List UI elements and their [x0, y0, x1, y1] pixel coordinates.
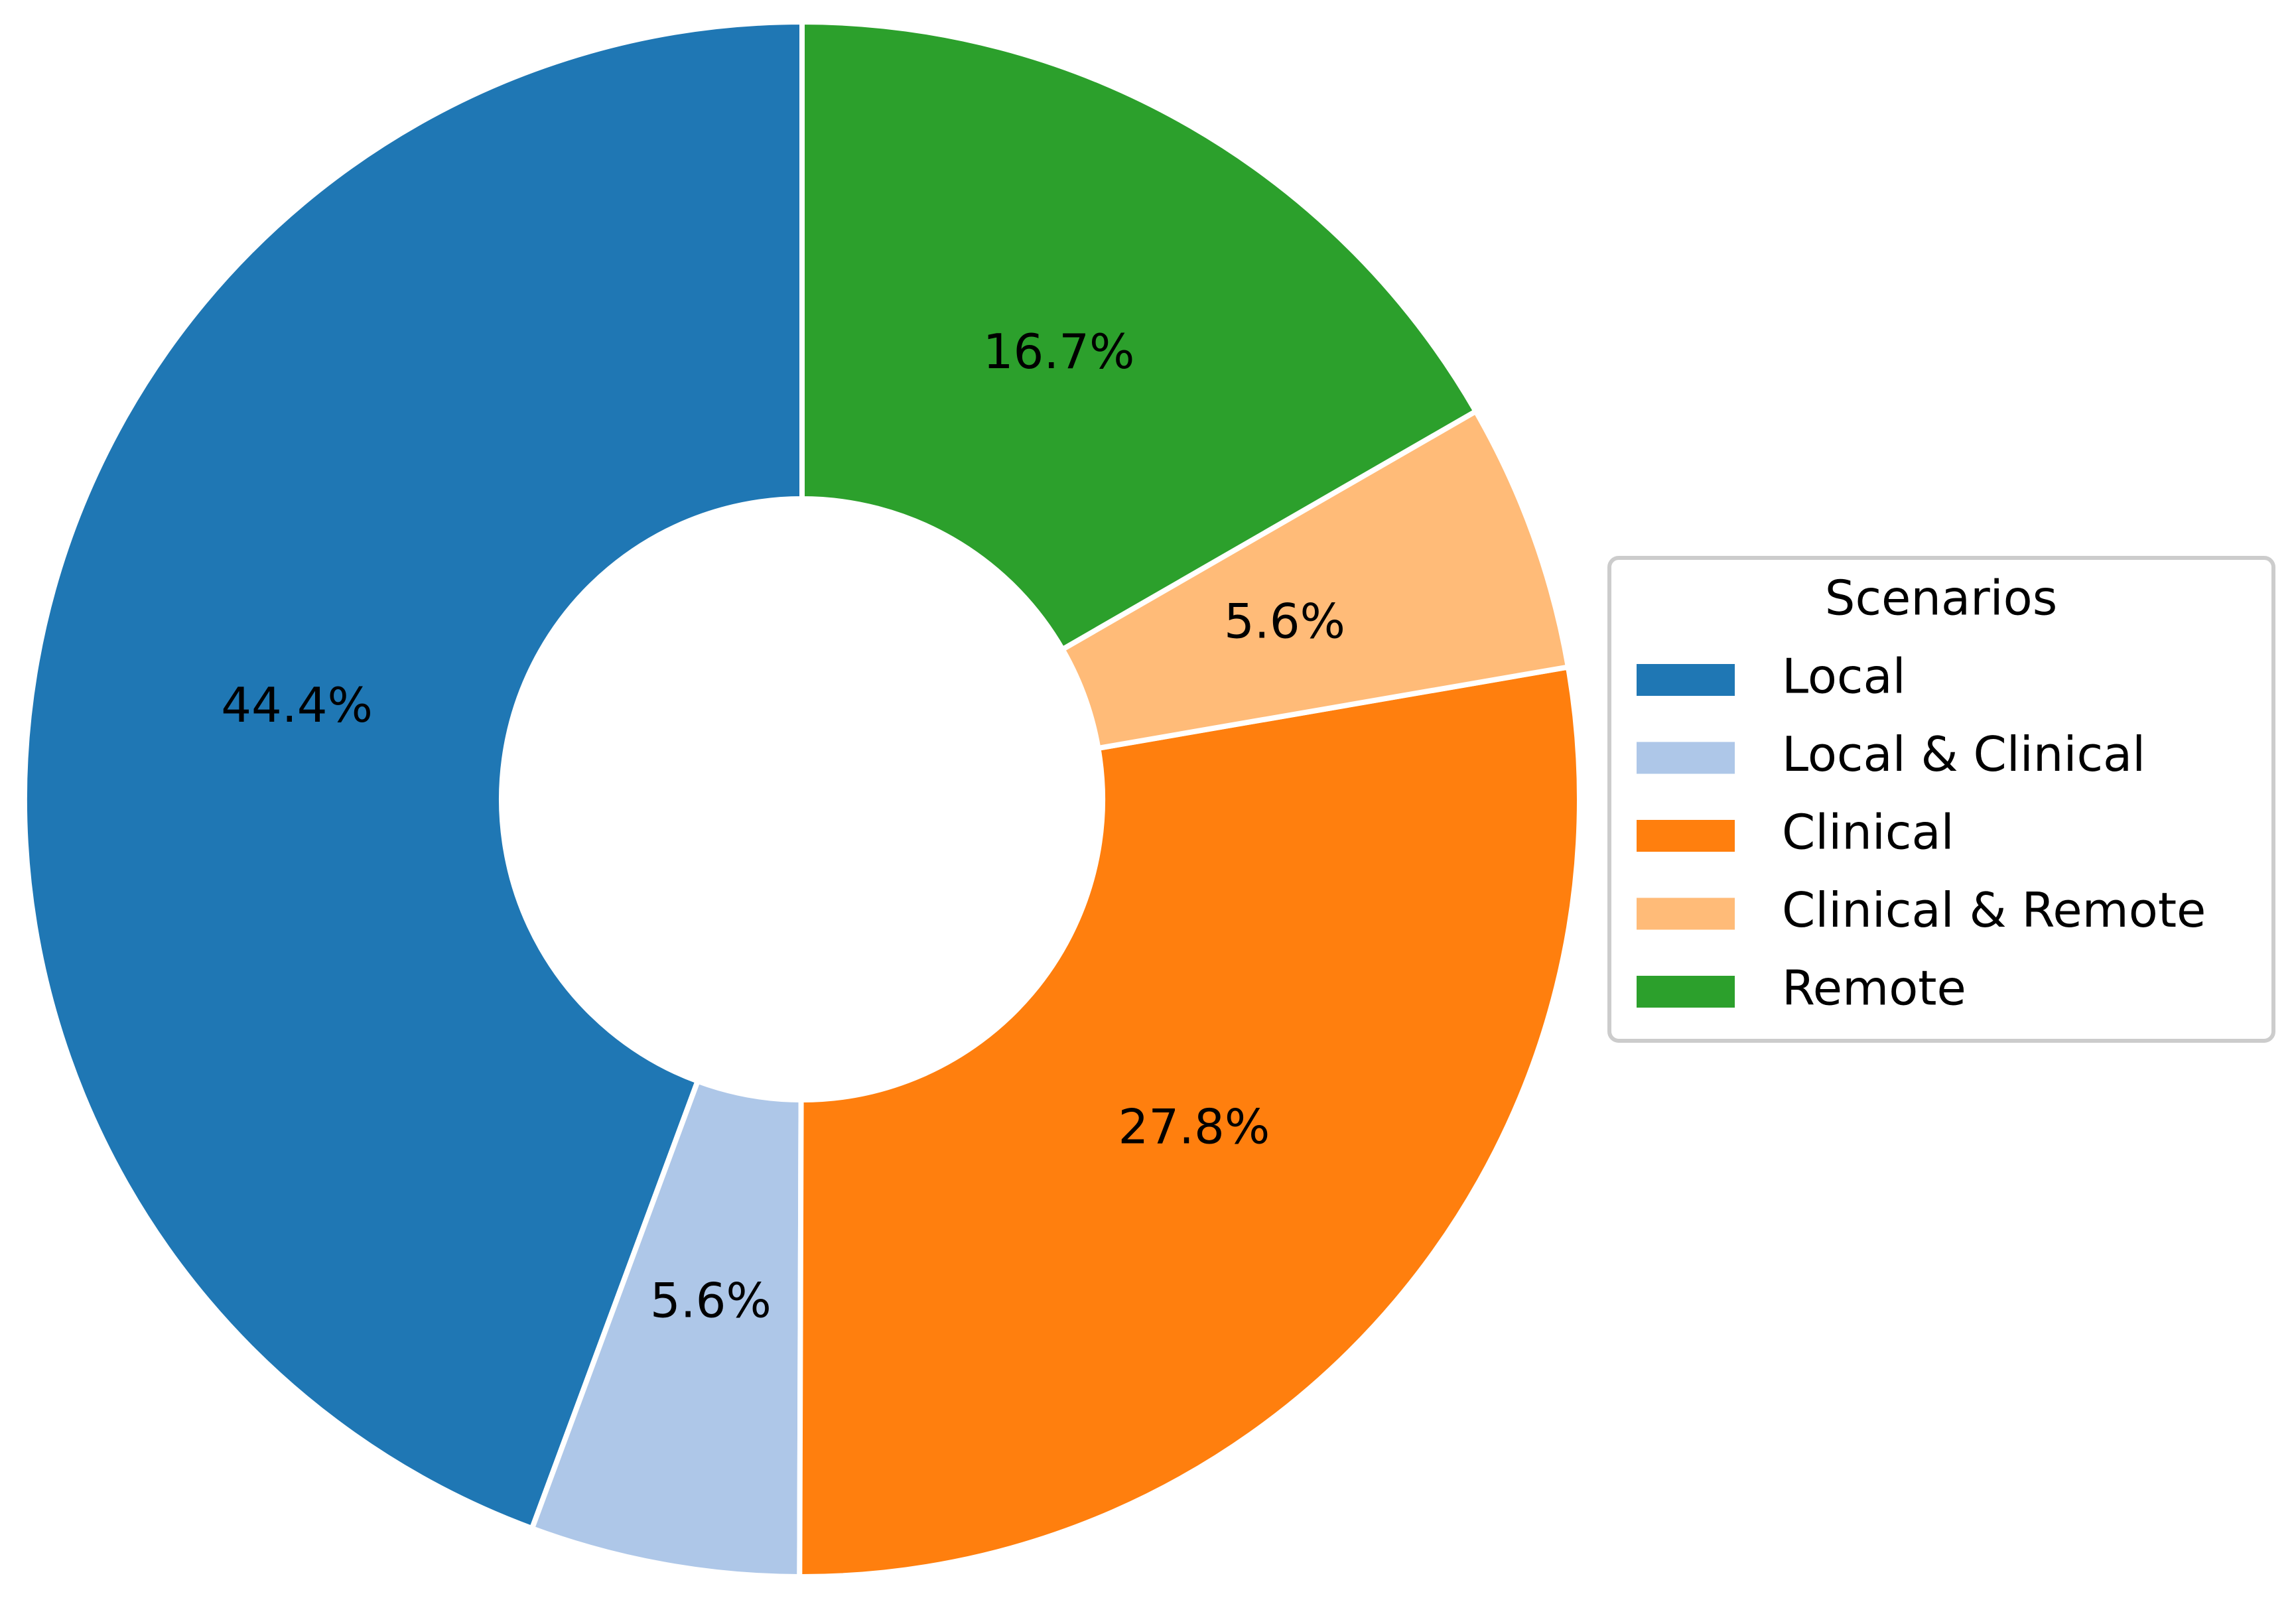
percent-label-local: 44.4% [221, 677, 373, 733]
percent-labels: 44.4% 5.6% 27.8% 5.6% 16.7% [221, 324, 1345, 1329]
legend: Scenarios Local Local & Clinical Clinical C… [1607, 556, 2275, 1043]
legend-label-clinical-and-remote: Clinical & Remote [1782, 882, 2206, 938]
legend-entries: Local Local & Clinical Clinical Clinical & … [1637, 649, 2206, 1016]
legend-label-remote: Remote [1782, 961, 1966, 1016]
percent-label-remote: 16.7% [983, 324, 1135, 379]
slice-remote [799, 19, 1480, 653]
legend-swatch-local [1637, 664, 1735, 696]
legend-swatch-clinical [1637, 820, 1735, 852]
slice-local-and-clinical [528, 1077, 804, 1580]
slice-local [22, 19, 805, 1532]
legend-title: Scenarios [1825, 570, 2058, 626]
legend-label-local-and-clinical: Local & Clinical [1782, 726, 2145, 782]
percent-label-clinical: 27.8% [1118, 1099, 1270, 1155]
legend-swatch-local-and-clinical [1637, 742, 1735, 774]
legend-label-clinical: Clinical [1782, 805, 1954, 860]
legend-swatch-remote [1637, 976, 1735, 1008]
percent-label-local-and-clinical: 5.6% [650, 1273, 772, 1329]
slice-clinical [797, 663, 1583, 1579]
legend-frame [1607, 556, 2275, 1043]
donut-slices [22, 19, 1583, 1580]
percent-label-clinical-and-remote: 5.6% [1224, 594, 1345, 649]
legend-label-local: Local [1782, 649, 1906, 704]
legend-swatch-clinical-and-remote [1637, 898, 1735, 930]
slice-clinical-and-remote [1059, 407, 1572, 752]
